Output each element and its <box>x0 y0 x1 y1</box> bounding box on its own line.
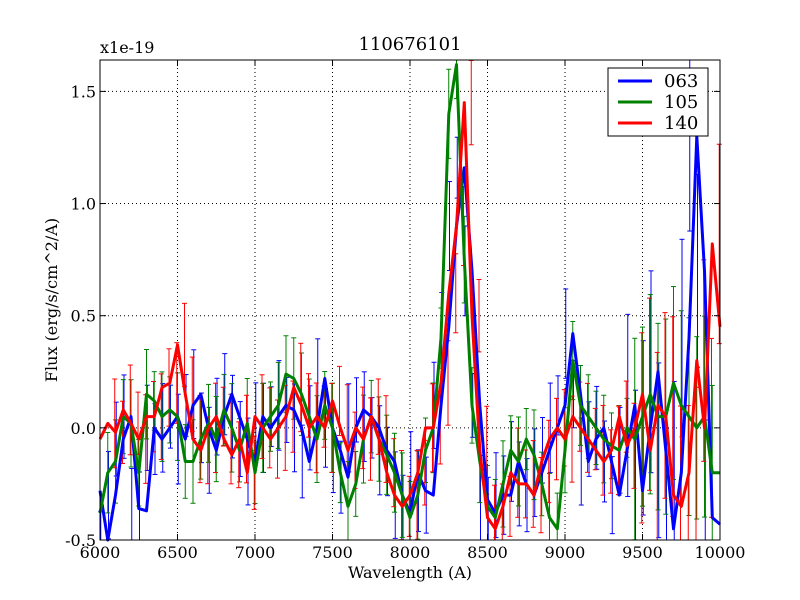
x-tick-label: 9500 <box>622 543 663 562</box>
x-tick-label: 6000 <box>80 543 121 562</box>
x-tick-label: 7500 <box>312 543 353 562</box>
x-tick-label: 8500 <box>467 543 508 562</box>
legend-label-105: 105 <box>664 92 698 113</box>
y-tick-label: 1.0 <box>71 195 96 214</box>
y-tick-label: 1.5 <box>71 82 96 101</box>
x-tick-label: 10000 <box>695 543 746 562</box>
y-tick-label: 0.0 <box>71 419 96 438</box>
series-line-140 <box>98 101 722 531</box>
series-line-105 <box>98 63 720 531</box>
legend-label-140: 140 <box>664 113 698 134</box>
series-lines <box>98 63 722 542</box>
y-tick-label: 0.5 <box>71 307 96 326</box>
chart-title: 110676101 <box>358 34 461 55</box>
x-axis-label: Wavelength (A) <box>348 563 472 582</box>
x-tick-label: 6500 <box>157 543 198 562</box>
x-tick-label: 8000 <box>390 543 431 562</box>
y-axis-label: Flux (erg/s/cm^2/A) <box>42 218 61 382</box>
y-tick-label: -0.5 <box>65 531 96 550</box>
y-offset-label: x1e-19 <box>100 38 154 57</box>
axis-ticks: 6000 6500 7000 7500 8000 8500 9000 9500 10000 -0.… <box>65 60 745 562</box>
x-tick-label: 9000 <box>545 543 586 562</box>
legend-label-063: 063 <box>664 71 698 92</box>
x-tick-label: 7000 <box>235 543 276 562</box>
